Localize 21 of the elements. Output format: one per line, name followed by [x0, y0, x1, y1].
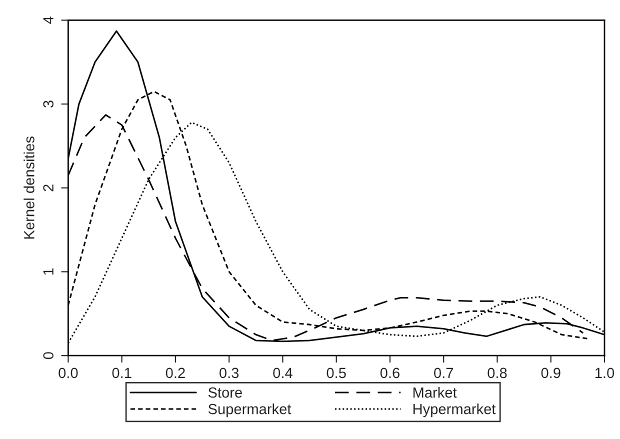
- y-axis-title: Kernel densities: [24, 136, 34, 239]
- x-tick-label: 0.4: [273, 368, 292, 378]
- x-tick-label: 0.3: [220, 368, 239, 378]
- x-tick-label: 0.7: [434, 368, 454, 378]
- legend-label: Store: [208, 387, 242, 398]
- y-tick-label: 1: [43, 268, 54, 275]
- x-tick-label: 0.8: [488, 368, 507, 378]
- y-tick-label: 3: [43, 100, 54, 108]
- x-tick-label: 0.6: [380, 368, 400, 378]
- y-tick-label: 0: [43, 352, 54, 360]
- legend-label: Market: [413, 387, 457, 398]
- x-tick-label: 0.1: [112, 368, 132, 378]
- y-tick-label: 2: [43, 184, 54, 192]
- legend-label: Supermarket: [208, 404, 292, 418]
- x-tick-label: 0.9: [541, 368, 560, 378]
- x-tick-label: 0.5: [326, 368, 346, 378]
- x-tick-label: 0.0: [58, 368, 78, 378]
- legend-label: Hypermarket: [413, 404, 496, 418]
- x-tick-label: 1.0: [595, 368, 614, 378]
- x-tick-label: 0.2: [166, 368, 185, 378]
- y-tick-label: 4: [43, 16, 54, 24]
